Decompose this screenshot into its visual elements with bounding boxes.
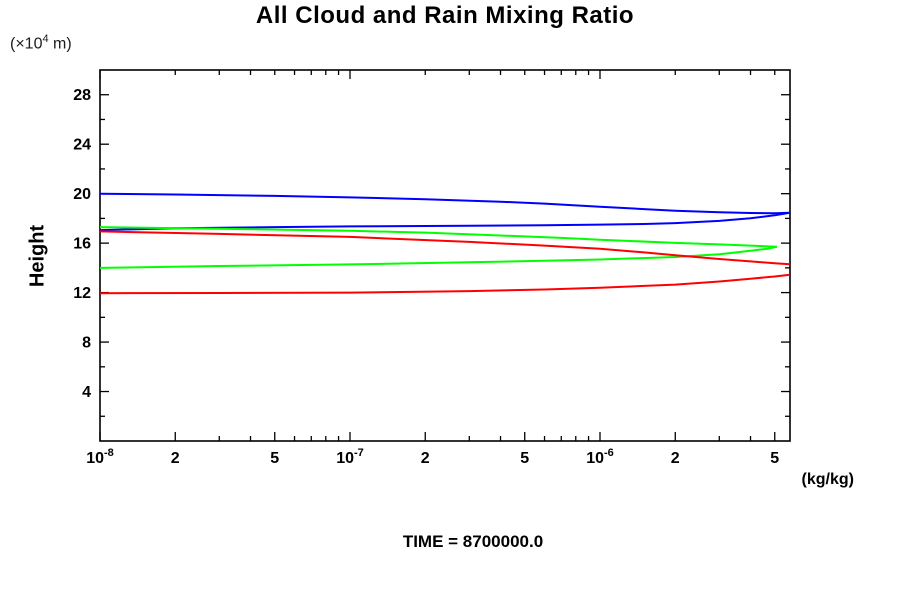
y-tick-label: 24 xyxy=(73,137,91,154)
x-tick-label: 5 xyxy=(770,450,779,467)
x-tick-label: 5 xyxy=(270,450,279,467)
y-tick-label: 8 xyxy=(82,335,91,352)
y-tick-label: 20 xyxy=(73,186,91,203)
x-tick-label: 10-8 xyxy=(86,447,114,467)
y-tick-label: 28 xyxy=(73,87,91,104)
x-tick-label: 2 xyxy=(671,450,680,467)
y-axis-unit-label: (×104 m) xyxy=(10,33,72,53)
time-annotation: TIME = 8700000.0 xyxy=(402,532,544,551)
x-tick-label: 10-7 xyxy=(336,447,364,467)
series-line-cloud-top-blue xyxy=(99,192,790,215)
series-line-cloud-base-green xyxy=(99,245,778,269)
series-line-cloud-top-green xyxy=(99,226,777,248)
plot-frame xyxy=(99,69,791,442)
x-tick-label: 2 xyxy=(171,450,180,467)
x-tick-label: 10-6 xyxy=(586,447,614,467)
chart-title: All Cloud and Rain Mixing Ratio xyxy=(255,2,635,29)
y-tick-label: 12 xyxy=(73,285,91,302)
x-axis-unit-label: (kg/kg) xyxy=(801,471,854,488)
series-line-cloud-base-blue xyxy=(99,211,791,232)
y-tick-label: 4 xyxy=(82,384,91,401)
series-line-rain-base-red xyxy=(99,273,791,295)
series-line-rain-top-red xyxy=(99,230,790,266)
x-tick-label: 5 xyxy=(520,450,529,467)
y-tick-label: 16 xyxy=(73,236,91,253)
x-tick-label: 2 xyxy=(421,450,430,467)
